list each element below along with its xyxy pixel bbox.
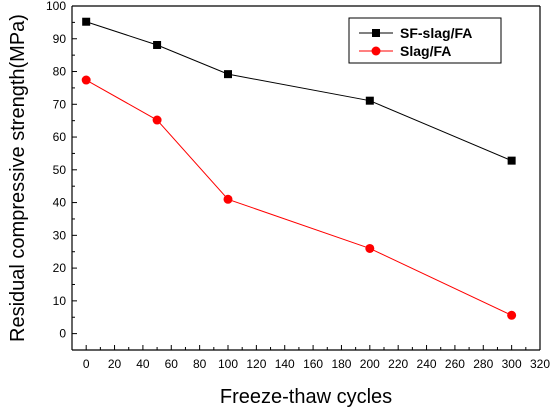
legend-item: SF-slag/FA bbox=[359, 25, 472, 41]
legend-marker bbox=[372, 29, 380, 37]
legend-item: Slag/FA bbox=[359, 43, 451, 59]
y-tick-label: 30 bbox=[53, 228, 67, 242]
series-slag-fa bbox=[81, 75, 517, 320]
y-axis-title: Residual compressive strength(MPa) bbox=[7, 14, 29, 342]
data-point bbox=[507, 310, 517, 320]
x-tick-label: 120 bbox=[246, 357, 266, 371]
ticks: 0 20 40 60 80 100 120 140 160 180 200 220 240 260 280 3… bbox=[46, 0, 550, 371]
x-tick-label: 280 bbox=[473, 357, 493, 371]
y-tick-label: 10 bbox=[53, 294, 67, 308]
y-tick-label: 90 bbox=[53, 32, 67, 46]
series-sf-slag-fa bbox=[82, 17, 516, 165]
x-tick-label: 100 bbox=[218, 357, 238, 371]
x-tick-label: 260 bbox=[445, 357, 465, 371]
legend-label: SF-slag/FA bbox=[400, 25, 472, 41]
x-tick-label: 80 bbox=[193, 357, 207, 371]
data-point bbox=[507, 156, 516, 165]
x-tick-label: 320 bbox=[530, 357, 550, 371]
axes bbox=[71, 5, 541, 351]
x-tick-label: 60 bbox=[165, 357, 179, 371]
series-line bbox=[85, 79, 512, 316]
data-point bbox=[365, 96, 374, 105]
x-tick-label: 300 bbox=[502, 357, 522, 371]
data-point bbox=[224, 70, 232, 79]
x-tick-label: 220 bbox=[388, 357, 408, 371]
legend-label: Slag/FA bbox=[400, 43, 451, 59]
data-point bbox=[152, 115, 162, 125]
x-tick-label: 200 bbox=[360, 357, 380, 371]
y-tick-label: 70 bbox=[53, 97, 67, 111]
y-tick-label: 20 bbox=[53, 261, 67, 275]
x-tick-label: 20 bbox=[108, 357, 122, 371]
y-tick-label: 0 bbox=[59, 327, 66, 341]
y-tick-label: 50 bbox=[53, 163, 67, 177]
x-tick-label: 240 bbox=[417, 357, 437, 371]
x-tick-label: 40 bbox=[136, 357, 150, 371]
x-tick-label: 160 bbox=[303, 357, 323, 371]
data-point bbox=[82, 17, 91, 26]
series-layer bbox=[81, 17, 517, 320]
data-point bbox=[81, 75, 91, 85]
y-tick-label: 60 bbox=[53, 130, 67, 144]
x-tick-label: 0 bbox=[83, 357, 90, 371]
y-tick-label: 80 bbox=[53, 65, 67, 79]
data-point bbox=[223, 194, 233, 204]
legend: SF-slag/FA Slag/FA bbox=[348, 17, 502, 64]
x-axis-title: Freeze-thaw cycles bbox=[220, 386, 392, 408]
x-tick-label: 180 bbox=[331, 357, 351, 371]
y-tick-label: 40 bbox=[53, 196, 67, 210]
x-tick-label: 140 bbox=[275, 357, 295, 371]
y-tick-label: 100 bbox=[46, 0, 66, 13]
data-point bbox=[365, 243, 375, 253]
legend-marker bbox=[371, 46, 381, 56]
data-point bbox=[153, 40, 162, 49]
legend-box bbox=[348, 17, 502, 64]
